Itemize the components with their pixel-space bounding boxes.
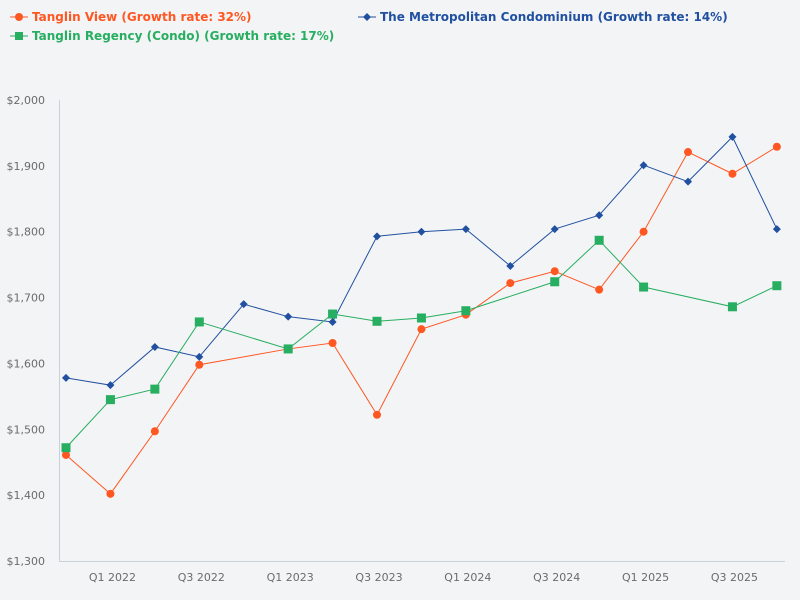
legend-label: The Metropolitan Condominium (Growth rat… (380, 10, 728, 24)
x-tick-label: Q1 2024 (444, 571, 491, 584)
data-point[interactable] (62, 450, 70, 459)
series-2 (61, 235, 782, 453)
square-marker-icon (10, 32, 28, 40)
data-point[interactable] (684, 148, 693, 157)
data-point[interactable] (283, 344, 293, 354)
series-line (65, 239, 778, 449)
data-point[interactable] (239, 300, 248, 309)
y-tick-label: $1,400 (7, 489, 46, 502)
x-tick-label: Q1 2023 (267, 571, 314, 584)
data-point[interactable] (595, 285, 604, 294)
legend-label: Tanglin View (Growth rate: 32%) (32, 10, 252, 24)
y-tick-label: $2,000 (7, 94, 46, 107)
data-point[interactable] (506, 261, 515, 270)
y-tick-label: $1,500 (7, 423, 46, 436)
data-point[interactable] (194, 317, 204, 327)
data-point[interactable] (417, 325, 426, 334)
y-tick-label: $1,300 (7, 555, 46, 568)
x-tick-label: Q3 2025 (711, 571, 758, 584)
circle-marker-icon (10, 13, 28, 21)
data-point[interactable] (728, 132, 737, 141)
data-point[interactable] (772, 225, 781, 234)
data-point[interactable] (461, 306, 471, 316)
data-point[interactable] (150, 427, 159, 436)
data-point[interactable] (727, 302, 737, 312)
data-point[interactable] (639, 161, 648, 170)
data-point[interactable] (417, 227, 426, 236)
x-tick-label: Q3 2023 (355, 571, 402, 584)
data-point[interactable] (461, 225, 470, 234)
data-point[interactable] (106, 381, 115, 390)
data-point[interactable] (150, 342, 159, 351)
data-point[interactable] (284, 312, 293, 321)
data-point[interactable] (195, 360, 204, 369)
data-point[interactable] (550, 225, 559, 234)
legend-item-metropolitan[interactable]: The Metropolitan Condominium (Growth rat… (358, 10, 728, 24)
data-point[interactable] (639, 227, 648, 236)
x-tick-label: Q3 2022 (178, 571, 225, 584)
data-point[interactable] (639, 282, 649, 292)
y-tick-label: $1,600 (7, 357, 46, 370)
x-tick-label: Q1 2022 (89, 571, 136, 584)
x-tick-label: Q1 2025 (622, 571, 669, 584)
y-tick-label: $1,800 (7, 226, 46, 239)
y-tick-label: $1,700 (7, 292, 46, 305)
x-tick-label: Q3 2024 (533, 571, 580, 584)
data-point[interactable] (506, 279, 515, 288)
data-point[interactable] (684, 177, 693, 186)
data-point[interactable] (772, 281, 782, 291)
data-point[interactable] (62, 373, 70, 382)
series-1 (62, 132, 781, 390)
diamond-marker-icon (358, 13, 376, 21)
data-point[interactable] (105, 395, 115, 405)
data-point[interactable] (328, 339, 337, 348)
data-point[interactable] (328, 317, 337, 326)
series-line (65, 146, 778, 495)
data-point[interactable] (550, 267, 559, 276)
data-point[interactable] (61, 443, 71, 453)
data-point[interactable] (106, 489, 115, 498)
data-point[interactable] (328, 309, 338, 319)
legend-item-tanglin-view[interactable]: Tanglin View (Growth rate: 32%) (10, 10, 252, 24)
data-point[interactable] (550, 277, 560, 287)
data-point[interactable] (195, 352, 204, 361)
data-point[interactable] (594, 235, 604, 245)
data-point[interactable] (372, 316, 382, 326)
data-point[interactable] (373, 232, 382, 241)
data-point[interactable] (595, 211, 604, 220)
data-point[interactable] (150, 384, 160, 394)
y-tick-label: $1,900 (7, 160, 46, 173)
data-point[interactable] (416, 313, 426, 323)
series-line (65, 136, 778, 386)
legend-label: Tanglin Regency (Condo) (Growth rate: 17… (32, 29, 335, 43)
legend-item-tanglin-regency[interactable]: Tanglin Regency (Condo) (Growth rate: 17… (10, 29, 334, 43)
data-point[interactable] (772, 142, 781, 151)
data-point[interactable] (728, 169, 737, 178)
data-point[interactable] (373, 410, 382, 419)
